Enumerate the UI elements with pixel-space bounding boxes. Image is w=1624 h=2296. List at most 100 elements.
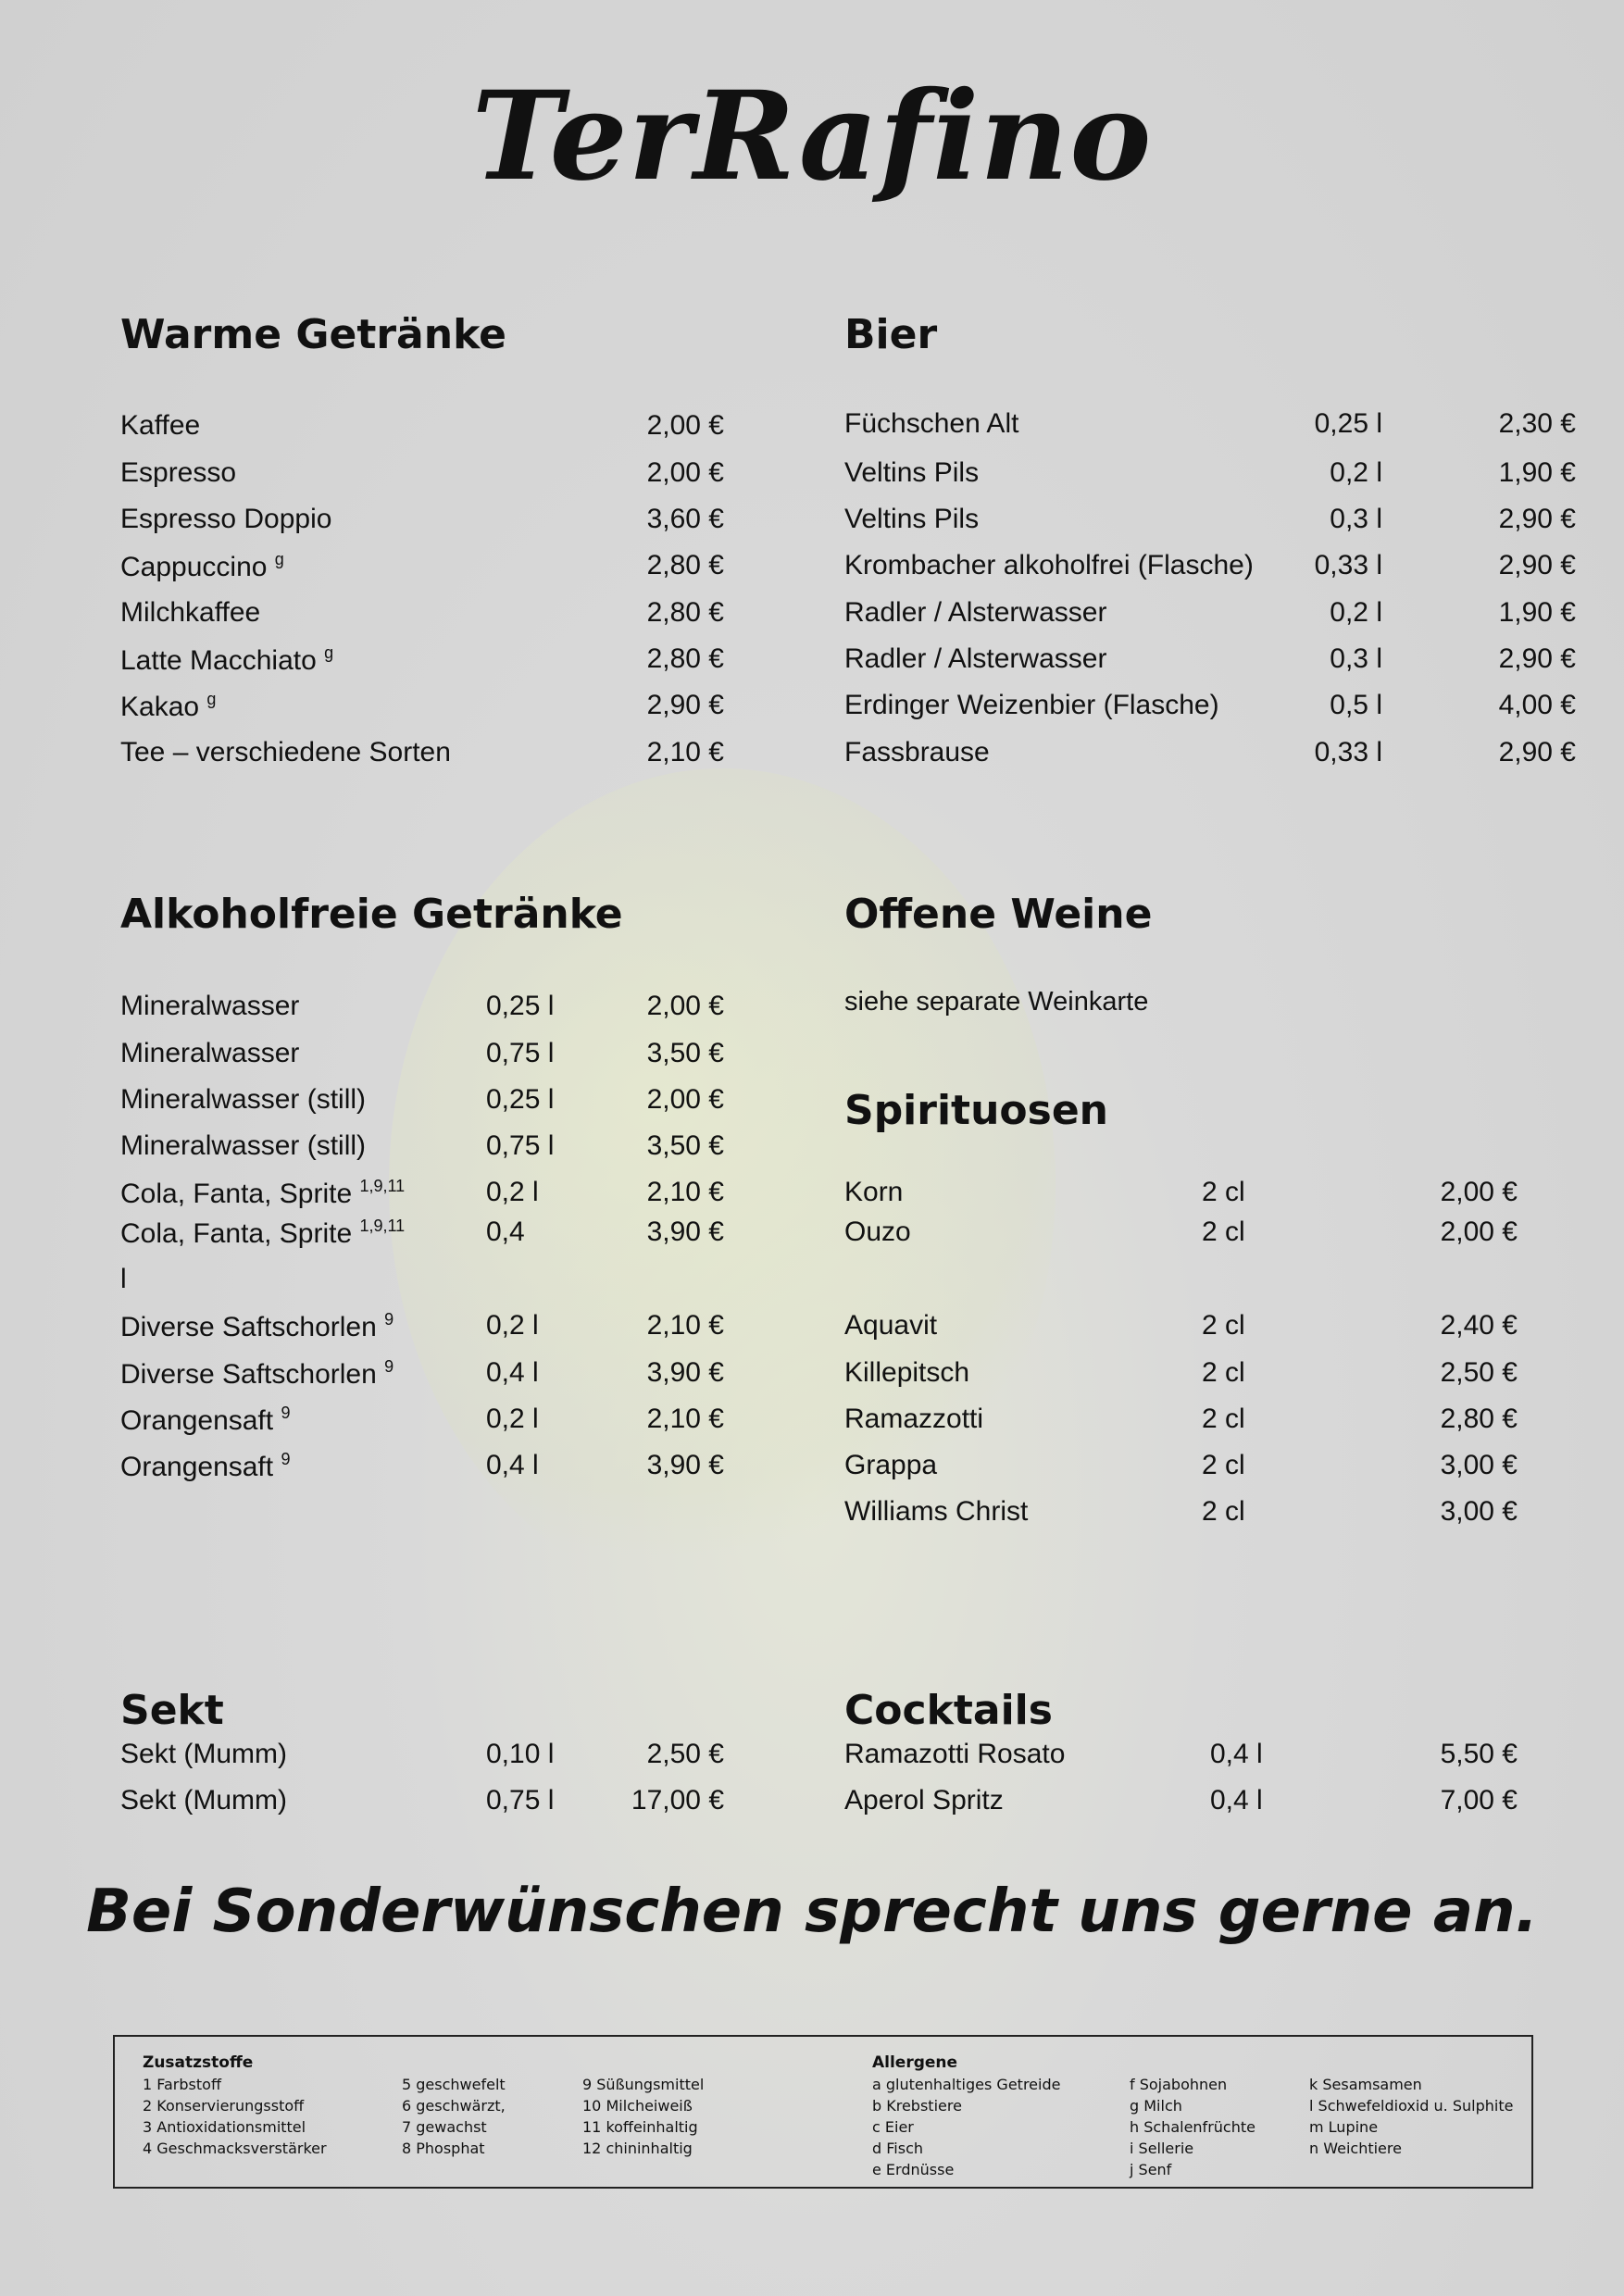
item-name-text: Orangensaft [120, 1452, 281, 1482]
item-name-text: Veltins Pils [844, 457, 980, 488]
menu-item: Williams Christ 2 cl 3,00 € [0, 1496, 1624, 1542]
menu-item: Cola, Fanta, Sprite 1,9,11 0,4 3,90 € [0, 1217, 1624, 1263]
menu-item: Orangensaft 9 0,2 l 2,10 € [0, 1404, 1624, 1450]
item-price: 2,50 € [1440, 1357, 1518, 1388]
item-price: 2,80 € [646, 643, 724, 674]
item-name-text: Mineralwasser [120, 1038, 300, 1068]
legend-entry: 11 koffeinhaltig [582, 2118, 698, 2136]
item-name: Espresso Doppio [120, 504, 331, 535]
weine-note: siehe separate Weinkarte [844, 987, 1149, 1017]
item-name-text: Ouzo [844, 1217, 911, 1247]
item-size: 0,10 l [486, 1739, 555, 1769]
legend-entry: 6 geschwärzt, [402, 2097, 506, 2115]
item-name: Tee – verschiedene Sorten [120, 737, 451, 768]
item-price: 2,10 € [646, 1177, 724, 1207]
legend-entry: 1 Farbstoff [143, 2076, 221, 2093]
item-name-text: Radler / Alsterwasser [844, 597, 1107, 628]
slogan: Bei Sonderwünschen sprecht uns gerne an. [86, 1878, 1538, 1946]
item-name: l [120, 1264, 127, 1295]
item-name-text: Ramazotti Rosato [844, 1739, 1066, 1769]
item-name: Cappuccino g [120, 550, 284, 583]
allergene-col3: k Sesamsamen l Schwefeldioxid u. Sulphite… [1309, 2076, 1513, 2161]
item-name-text: Erdinger Weizenbier (Flasche) [844, 690, 1219, 720]
item-size: 0,5 l [1330, 690, 1382, 720]
item-name: Cola, Fanta, Sprite 1,9,11 [120, 1177, 405, 1210]
item-name: Aquavit [844, 1310, 937, 1341]
menu-item: Sekt (Mumm) 0,10 l 2,50 € [0, 1739, 1624, 1785]
item-price: 2,00 € [1440, 1217, 1518, 1247]
additive-marker: 9 [281, 1404, 291, 1422]
menu-item: Tee – verschiedene Sorten 2,10 € [0, 737, 1624, 783]
item-name-text: Krombacher alkoholfrei (Flasche) [844, 550, 1254, 580]
item-name: Ouzo [844, 1217, 911, 1248]
menu-item: Fassbrause 0,33 l 2,90 € [0, 737, 1624, 783]
section-title-alkoholfrei: Alkoholfreie Getränke [120, 891, 623, 938]
item-name-text: Radler / Alsterwasser [844, 643, 1107, 674]
item-name: Ramazzotti [844, 1404, 983, 1435]
item-name: Mineralwasser (still) [120, 1130, 366, 1162]
item-name: Latte Macchiato g [120, 643, 333, 677]
additive-marker: g [274, 550, 284, 568]
item-name-text: Sekt (Mumm) [120, 1739, 287, 1769]
item-size: 2 cl [1202, 1177, 1245, 1207]
menu-item: Sekt (Mumm) 0,75 l 17,00 € [0, 1785, 1624, 1831]
item-price: 3,90 € [646, 1357, 724, 1388]
item-price: 2,90 € [1498, 504, 1576, 534]
item-name: Diverse Saftschorlen 9 [120, 1357, 394, 1391]
menu-item: Kakao g 2,90 € [0, 690, 1624, 736]
item-name-text: Veltins Pils [844, 504, 980, 534]
item-name-text: Sekt (Mumm) [120, 1785, 287, 1816]
menu-item: Ramazotti Rosato 0,4 l 5,50 € [0, 1739, 1624, 1785]
allergene-title: Allergene [872, 2053, 958, 2072]
legend-entry: d Fisch [872, 2140, 923, 2157]
menu-item: Diverse Saftschorlen 9 0,2 l 2,10 € [0, 1310, 1624, 1356]
item-size: 0,33 l [1314, 737, 1382, 767]
item-name: Fassbrause [844, 737, 990, 768]
legend-entry: j Senf [1130, 2161, 1172, 2178]
legend-entry: n Weichtiere [1309, 2140, 1402, 2157]
item-name: Grappa [844, 1450, 937, 1481]
item-price: 2,80 € [646, 550, 724, 580]
item-price: 2,00 € [646, 1084, 724, 1115]
item-name-text: Füchschen Alt [844, 408, 1019, 439]
item-name-text: Korn [844, 1177, 904, 1207]
legend-box: Zusatzstoffe 1 Farbstoff 2 Konservierungs… [113, 2035, 1533, 2189]
item-name: Espresso [120, 457, 236, 489]
item-price: 3,50 € [646, 1130, 724, 1161]
item-name: Aperol Spritz [844, 1785, 1004, 1816]
item-price: 2,30 € [1498, 408, 1576, 439]
item-name-text: Cola, Fanta, Sprite [120, 1218, 360, 1249]
tennis-ball-background [389, 768, 1056, 1602]
item-size: 0,4 l [486, 1450, 539, 1480]
item-price: 2,40 € [1440, 1310, 1518, 1341]
item-name-text: Espresso Doppio [120, 504, 332, 534]
item-name-text: Fassbrause [844, 737, 990, 767]
item-name: Mineralwasser [120, 991, 299, 1022]
additive-marker: 9 [384, 1357, 394, 1376]
item-name: Mineralwasser [120, 1038, 299, 1069]
menu-item: Kaffee 2,00 € [0, 410, 1624, 456]
item-name: Kaffee [120, 410, 200, 442]
item-price: 3,60 € [646, 504, 724, 534]
menu-item: Korn 2 cl 2,00 € [0, 1177, 1624, 1223]
item-name-text: Ramazzotti [844, 1404, 984, 1434]
item-name-text: Kakao [120, 692, 207, 722]
section-title-cocktails: Cocktails [844, 1687, 1053, 1734]
item-price: 2,50 € [646, 1739, 724, 1769]
item-price: 7,00 € [1440, 1785, 1518, 1816]
item-name: Mineralwasser (still) [120, 1084, 366, 1116]
item-price: 2,90 € [1498, 550, 1576, 580]
item-price: 3,00 € [1440, 1496, 1518, 1527]
legend-entry: f Sojabohnen [1130, 2076, 1228, 2093]
allergene-col1: a glutenhaltiges Getreide b Krebstiere c E… [872, 2076, 1060, 2182]
item-name-text: Diverse Saftschorlen [120, 1312, 385, 1342]
item-name-text: Mineralwasser [120, 991, 300, 1021]
item-size: 0,4 [486, 1217, 525, 1247]
menu-item: Cola, Fanta, Sprite 1,9,11 0,2 l 2,10 € [0, 1177, 1624, 1223]
item-size: 0,25 l [486, 991, 555, 1021]
menu-item: Killepitsch 2 cl 2,50 € [0, 1357, 1624, 1404]
item-name-text: l [120, 1264, 127, 1294]
item-price: 2,90 € [646, 690, 724, 720]
legend-entry: 4 Geschmacksverstärker [143, 2140, 327, 2157]
additive-marker: 9 [384, 1310, 394, 1329]
